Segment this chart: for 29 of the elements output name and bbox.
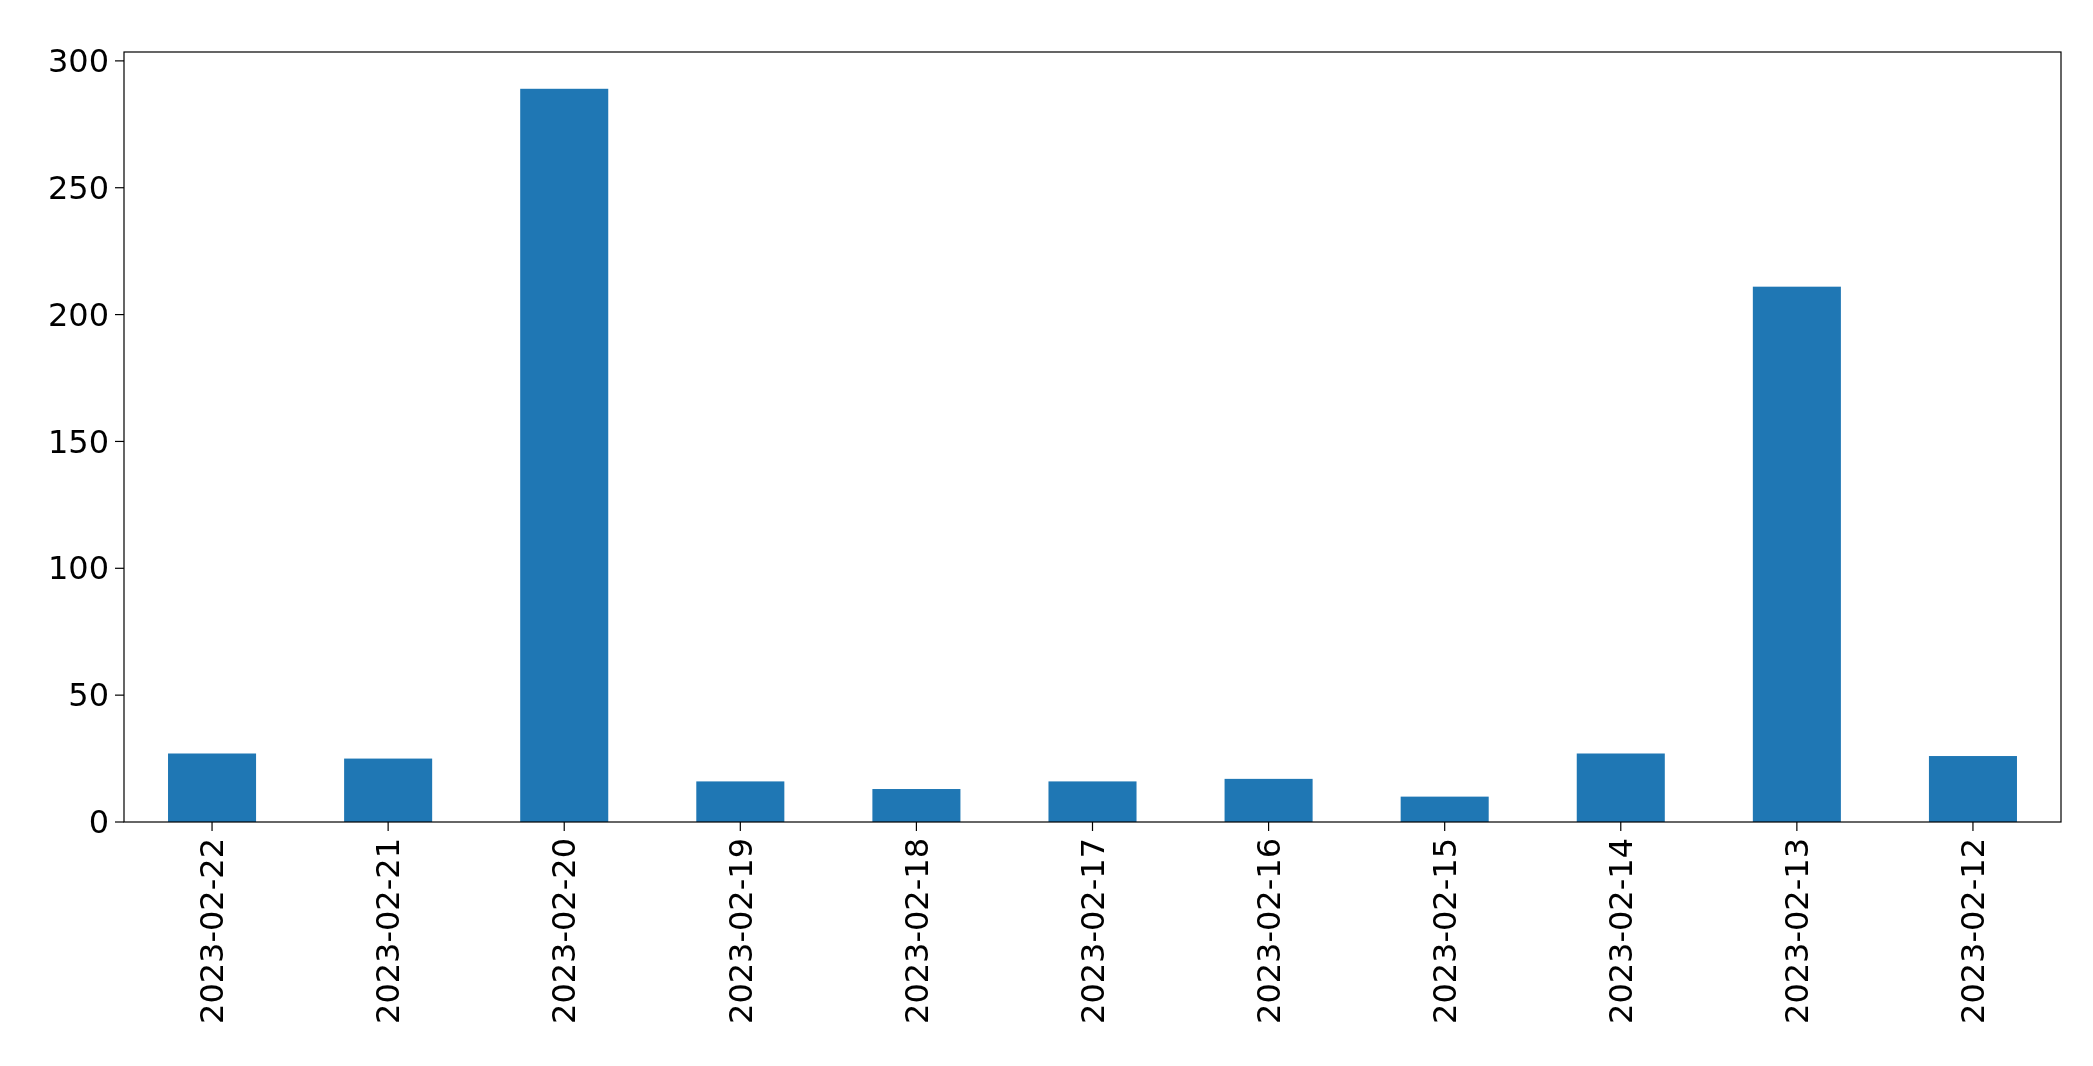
bar — [520, 88, 609, 822]
y-tick-label: 300 — [47, 42, 109, 81]
x-tick-label: 2023-02-17 — [1073, 838, 1112, 1024]
x-tick-label: 2023-02-21 — [369, 838, 408, 1024]
x-tick-label: 2023-02-12 — [1954, 838, 1993, 1024]
y-tick-label: 200 — [47, 295, 109, 334]
y-tick-label: 250 — [47, 168, 109, 207]
x-tick-label: 2023-02-14 — [1601, 838, 1640, 1024]
x-tick-label: 2023-02-19 — [721, 838, 760, 1024]
bar — [696, 781, 785, 822]
bar — [1576, 753, 1665, 822]
bar — [1400, 796, 1489, 822]
x-tick-label: 2023-02-16 — [1249, 838, 1288, 1024]
x-tick-label: 2023-02-15 — [1425, 838, 1464, 1024]
y-tick-label: 0 — [88, 803, 109, 842]
x-tick-label: 2023-02-20 — [545, 838, 584, 1024]
bar — [1752, 286, 1841, 822]
bar — [1048, 781, 1137, 822]
bar — [168, 753, 257, 822]
x-tick-label: 2023-02-22 — [193, 838, 232, 1024]
x-tick-label: 2023-02-18 — [897, 838, 936, 1024]
x-tick-label: 2023-02-13 — [1778, 838, 1817, 1024]
y-tick-label: 50 — [68, 676, 109, 715]
y-tick-label: 100 — [47, 549, 109, 588]
y-tick-label: 150 — [47, 422, 109, 461]
bar — [1224, 778, 1313, 822]
bar — [1928, 756, 2017, 822]
bar — [344, 758, 433, 822]
bar — [872, 789, 961, 822]
